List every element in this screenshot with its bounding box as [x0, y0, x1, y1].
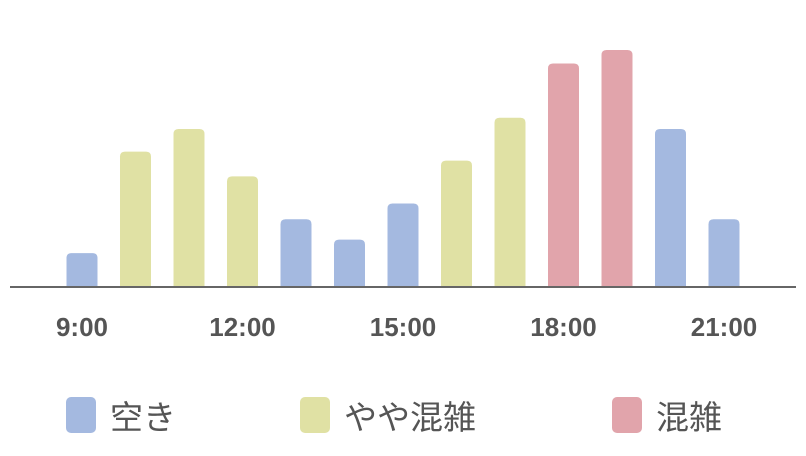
bar-1900 [601, 50, 633, 287]
bar-1700 [494, 117, 526, 287]
bar-1600 [441, 160, 472, 287]
bar-1200 [227, 176, 258, 287]
x-tick-labels: 9:00 12:00 15:00 18:00 21:00 [56, 312, 757, 342]
x-tick-label-2100: 21:00 [691, 312, 758, 342]
legend-swatch-crowded [612, 397, 642, 433]
legend: 空き やや混雑 混雑 [0, 390, 806, 440]
bar-900 [66, 253, 98, 287]
legend-label-vacant: 空き [110, 398, 176, 437]
x-tick-label-1800: 18:00 [530, 312, 597, 342]
bar-2000 [655, 129, 686, 287]
bar-1400 [334, 239, 365, 287]
legend-item-vacant: 空き [66, 390, 176, 440]
bar-1100 [173, 129, 205, 287]
x-tick-label-1200: 12:00 [209, 312, 276, 342]
bar-1300 [280, 219, 312, 287]
legend-swatch-somewhat-crowded [300, 397, 330, 433]
legend-label-somewhat-crowded: やや混雑 [344, 398, 476, 437]
bar-1800 [548, 63, 579, 287]
legend-swatch-vacant [66, 397, 96, 433]
bar-1500 [387, 203, 419, 287]
x-tick-label-900: 9:00 [56, 312, 108, 342]
bars-group [66, 50, 740, 287]
legend-label-crowded: 混雑 [656, 398, 722, 437]
legend-item-somewhat-crowded: やや混雑 [300, 390, 476, 440]
bar-2100 [708, 219, 740, 287]
x-tick-label-1500: 15:00 [370, 312, 437, 342]
legend-item-crowded: 混雑 [612, 390, 722, 440]
bar-1000 [120, 151, 151, 287]
